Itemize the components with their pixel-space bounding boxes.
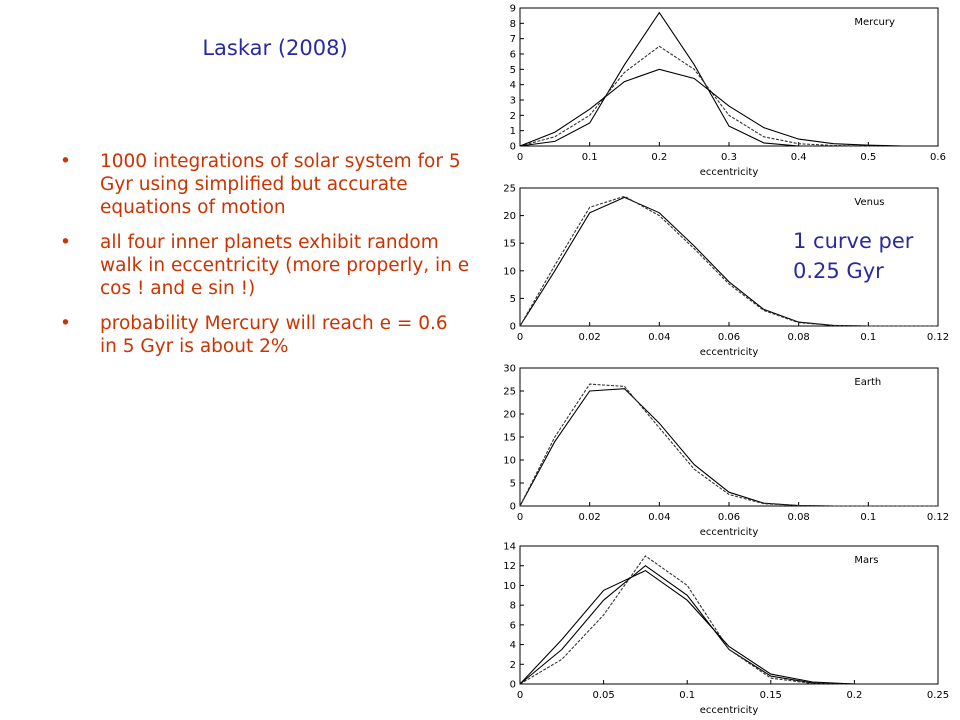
x-tick-label: 0.4 <box>791 152 807 163</box>
panel-label: Earth <box>854 377 881 388</box>
plot-frame <box>519 367 939 507</box>
y-tick-label: 14 <box>503 542 516 553</box>
y-tick-label: 6 <box>510 620 516 631</box>
y-tick-label: 15 <box>503 433 516 444</box>
x-axis-label: eccentricity <box>700 527 759 538</box>
curve <box>519 383 938 507</box>
x-tick-label: 0.12 <box>927 512 949 523</box>
x-tick-label: 0.2 <box>651 152 667 163</box>
y-tick-label: 5 <box>510 479 516 490</box>
curve <box>519 569 938 685</box>
x-tick-label: 0.08 <box>788 512 810 523</box>
bullet-list: 1000 integrations of solar system for 5 … <box>60 150 470 370</box>
curve <box>519 565 938 685</box>
y-tick-label: 25 <box>503 184 516 195</box>
y-tick-label: 30 <box>503 364 516 375</box>
x-tick-label: 0.02 <box>579 512 601 523</box>
y-tick-label: 25 <box>503 387 516 398</box>
y-tick-label: 15 <box>503 239 516 250</box>
plot-frame <box>519 187 939 327</box>
panel-label: Mercury <box>854 17 895 28</box>
y-tick-label: 10 <box>503 456 516 467</box>
y-tick-label: 20 <box>503 410 516 421</box>
x-tick-label: 0.06 <box>718 332 740 343</box>
y-tick-label: 2 <box>510 111 516 122</box>
y-tick-label: 20 <box>503 211 516 222</box>
curve <box>519 388 938 507</box>
x-tick-label: 0.25 <box>927 690 949 701</box>
panel-label: Mars <box>854 555 878 566</box>
x-tick-label: 0.3 <box>721 152 737 163</box>
x-tick-label: 0 <box>517 512 523 523</box>
x-tick-label: 0.1 <box>860 512 876 523</box>
y-tick-label: 2 <box>510 660 516 671</box>
x-axis-label: eccentricity <box>700 167 759 178</box>
x-tick-label: 0.6 <box>930 152 946 163</box>
x-tick-label: 0 <box>517 152 523 163</box>
x-axis-label: eccentricity <box>700 705 759 716</box>
curve <box>519 11 938 147</box>
y-tick-label: 8 <box>510 601 516 612</box>
y-tick-label: 3 <box>510 96 516 107</box>
x-tick-label: 0.1 <box>582 152 598 163</box>
x-tick-label: 0.08 <box>788 332 810 343</box>
curve <box>519 45 938 147</box>
x-tick-label: 0 <box>517 332 523 343</box>
x-axis-label: eccentricity <box>700 347 759 358</box>
bullet: 1000 integrations of solar system for 5 … <box>60 150 470 219</box>
bullet: all four inner planets exhibit random wa… <box>60 231 470 300</box>
y-tick-label: 0 <box>510 142 516 153</box>
bullet: probability Mercury will reach e = 0.6 i… <box>60 312 470 358</box>
y-tick-label: 10 <box>503 266 516 277</box>
y-tick-label: 0 <box>510 502 516 513</box>
y-tick-label: 4 <box>510 80 516 91</box>
curve <box>519 196 938 327</box>
x-tick-label: 0.04 <box>648 332 670 343</box>
y-tick-label: 7 <box>510 34 516 45</box>
slide-title: Laskar (2008) <box>202 36 348 60</box>
curve <box>519 68 938 147</box>
y-tick-label: 12 <box>503 561 516 572</box>
y-tick-label: 5 <box>510 294 516 305</box>
x-tick-label: 0.15 <box>760 690 782 701</box>
x-tick-label: 0 <box>517 690 523 701</box>
y-tick-label: 6 <box>510 50 516 61</box>
x-tick-label: 0.12 <box>927 332 949 343</box>
y-tick-label: 0 <box>510 680 516 691</box>
y-tick-label: 1 <box>510 126 516 137</box>
y-tick-label: 0 <box>510 322 516 333</box>
annotation: 1 curve per 0.25 Gyr <box>793 229 914 283</box>
x-tick-label: 0.05 <box>592 690 614 701</box>
panel-label: Venus <box>854 197 884 208</box>
x-tick-label: 0.04 <box>648 512 670 523</box>
y-tick-label: 5 <box>510 65 516 76</box>
x-tick-label: 0.1 <box>860 332 876 343</box>
x-tick-label: 0.06 <box>718 512 740 523</box>
curve <box>519 555 938 685</box>
y-tick-label: 10 <box>503 581 516 592</box>
plot-frame <box>519 545 939 685</box>
x-tick-label: 0.02 <box>579 332 601 343</box>
y-tick-label: 9 <box>510 4 516 15</box>
y-tick-label: 8 <box>510 19 516 30</box>
curve <box>519 195 938 327</box>
x-tick-label: 0.1 <box>679 690 695 701</box>
y-tick-label: 4 <box>510 640 516 651</box>
x-tick-label: 0.2 <box>846 690 862 701</box>
x-tick-label: 0.5 <box>860 152 876 163</box>
